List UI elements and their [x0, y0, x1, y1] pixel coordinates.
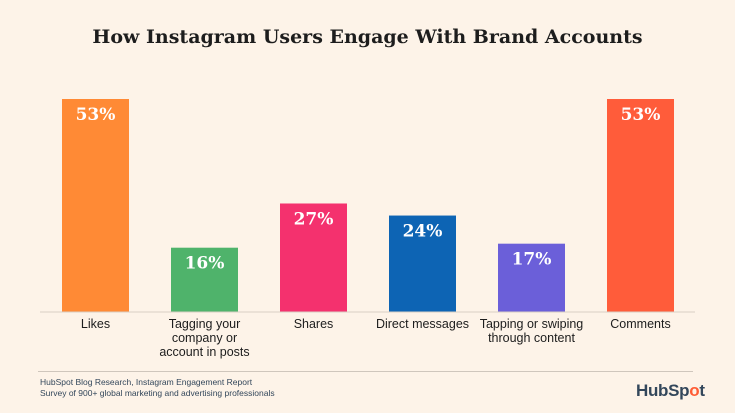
bar-value-label-5: 53%: [621, 105, 661, 125]
category-label-3: Direct messages: [376, 317, 469, 331]
bar-value-label-0: 53%: [76, 105, 116, 125]
source-note: HubSpot Blog Research, Instagram Engagem…: [40, 377, 275, 399]
category-label-0: Likes: [81, 317, 110, 331]
category-label-1-line-0: Tagging your: [169, 317, 241, 331]
category-label-0-line-0: Likes: [81, 317, 110, 331]
bar-2: [280, 203, 347, 312]
category-label-2-line-0: Shares: [294, 317, 334, 331]
hubspot-logo: HubSpot: [636, 381, 705, 401]
category-label-4: Tapping or swiping through content: [480, 317, 584, 345]
chart-title: How Instagram Users Engage With Brand Ac…: [92, 26, 643, 48]
bar-value-label-1: 16%: [185, 254, 225, 274]
category-label-2: Shares: [294, 317, 334, 331]
logo-text-b: t: [699, 381, 705, 400]
bar-value-label-4: 17%: [512, 250, 552, 270]
category-label-3-line-0: Direct messages: [376, 317, 469, 331]
bar-3: [389, 215, 456, 312]
bar-1: [171, 247, 238, 312]
bar-4: [498, 243, 565, 312]
bar-chart: 53% 16% 27% 24% 17% 53% Likes Tagging your comp…: [40, 99, 695, 359]
bar-5: [607, 99, 674, 312]
source-line-1: HubSpot Blog Research, Instagram Engagem…: [40, 377, 253, 387]
category-label-1-line-1: company or: [172, 331, 237, 345]
category-label-5: Comments: [610, 317, 670, 331]
category-label-1-line-2: account in posts: [159, 345, 249, 359]
logo-text-a: HubSp: [636, 381, 690, 400]
source-line-2: Survey of 900+ global marketing and adve…: [40, 388, 275, 398]
category-label-4-line-0: Tapping or swiping: [480, 317, 584, 331]
bar-value-label-2: 27%: [294, 209, 334, 229]
category-label-1: Tagging your company or account in posts: [159, 317, 249, 359]
category-label-5-line-0: Comments: [610, 317, 670, 331]
bar-0: [62, 99, 129, 312]
logo-sprocket-icon: o: [689, 381, 700, 400]
category-label-4-line-1: through content: [488, 331, 575, 345]
bar-value-label-3: 24%: [403, 222, 443, 242]
footer-divider: [38, 371, 693, 372]
